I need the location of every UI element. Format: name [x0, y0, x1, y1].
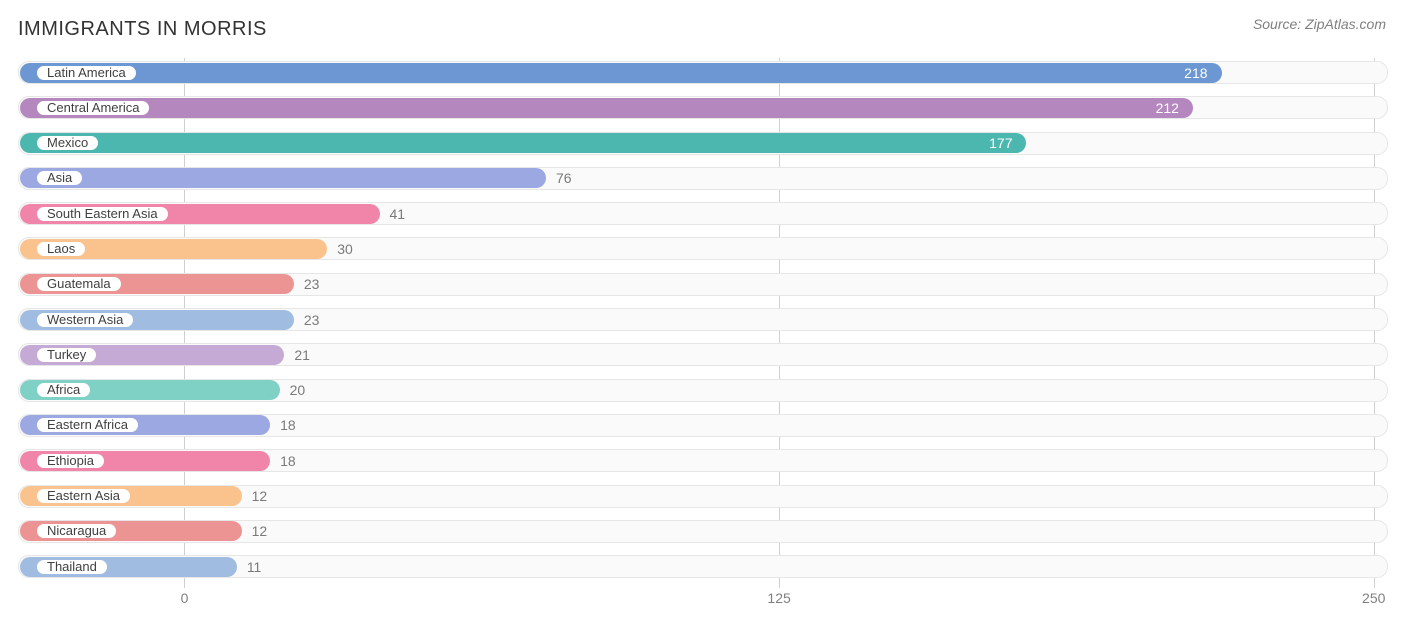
bar-row: Africa 20 [18, 376, 1388, 405]
bar-value: 18 [280, 411, 296, 440]
bar-value: 11 [247, 552, 262, 581]
bar-row: Mexico 177 [18, 129, 1388, 158]
bar-row: South Eastern Asia 41 [18, 199, 1388, 228]
bar-label-pill: Eastern Africa [36, 417, 139, 433]
bar-row: Turkey 21 [18, 340, 1388, 369]
chart-title: IMMIGRANTS IN MORRIS [18, 18, 267, 41]
bar-label-pill: Laos [36, 241, 86, 257]
bar-label-pill: Guatemala [36, 276, 122, 292]
bar-value: 21 [294, 340, 310, 369]
bar-row: Laos 30 [18, 234, 1388, 263]
bar-label-pill: Ethiopia [36, 453, 105, 469]
bar-row: Guatemala 23 [18, 270, 1388, 299]
bar-value: 23 [304, 270, 320, 299]
chart-area: Latin America 218 Central America 212 Mexico… [18, 58, 1388, 588]
x-tick: 0 [181, 590, 189, 606]
bar-label-pill: South Eastern Asia [36, 206, 169, 222]
bar-fill [20, 63, 1222, 83]
bar-label-pill: Eastern Asia [36, 488, 131, 504]
bar-value: 20 [290, 376, 306, 405]
bar-label-pill: Western Asia [36, 312, 134, 328]
source-attribution: Source: ZipAtlas.com [1253, 16, 1386, 32]
x-tick: 250 [1362, 590, 1385, 606]
bar-value: 218 [1184, 58, 1207, 87]
bar-row: Nicaragua 12 [18, 517, 1388, 546]
bar-value: 30 [337, 234, 353, 263]
bar-value: 18 [280, 446, 296, 475]
bar-fill [20, 98, 1193, 118]
bar-value: 212 [1156, 93, 1179, 122]
bar-row: Eastern Asia 12 [18, 482, 1388, 511]
bar-value: 41 [390, 199, 406, 228]
bar-row: Eastern Africa 18 [18, 411, 1388, 440]
bar-fill [20, 168, 546, 188]
x-tick: 125 [767, 590, 790, 606]
bar-value: 12 [252, 517, 268, 546]
bar-label-pill: Latin America [36, 65, 137, 81]
bar-value: 12 [252, 482, 268, 511]
bar-label-pill: Thailand [36, 559, 108, 575]
bar-row: Latin America 218 [18, 58, 1388, 87]
bar-label-pill: Nicaragua [36, 523, 117, 539]
bar-value: 23 [304, 305, 320, 334]
x-axis: 0 125 250 [18, 590, 1388, 620]
bar-label-pill: Asia [36, 170, 83, 186]
bar-row: Thailand 11 [18, 552, 1388, 581]
bar-row: Ethiopia 18 [18, 446, 1388, 475]
bar-row: Western Asia 23 [18, 305, 1388, 334]
bar-value: 177 [989, 129, 1012, 158]
bar-label-pill: Africa [36, 382, 91, 398]
bar-value: 76 [556, 164, 572, 193]
bar-label-pill: Central America [36, 100, 150, 116]
bar-label-pill: Mexico [36, 135, 99, 151]
bar-row: Central America 212 [18, 93, 1388, 122]
bar-fill [20, 133, 1026, 153]
bar-label-pill: Turkey [36, 347, 97, 363]
bar-row: Asia 76 [18, 164, 1388, 193]
